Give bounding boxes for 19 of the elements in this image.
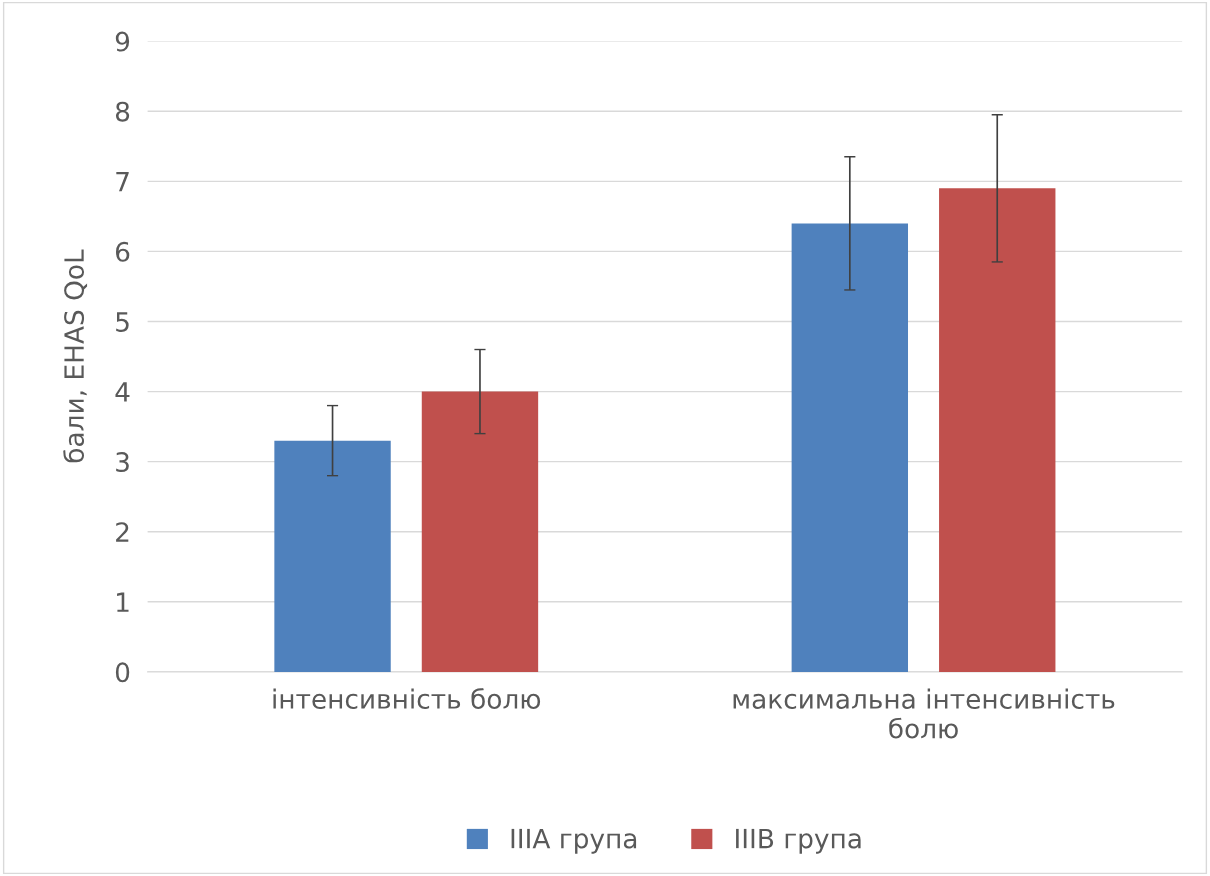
y-tick-label: 7 <box>116 172 129 192</box>
bar <box>939 188 1056 672</box>
x-tick-label: максимальна інтенсивність болю <box>733 688 1115 739</box>
x-tick-label: інтенсивність болю <box>273 688 541 709</box>
y-tick-label: 2 <box>116 522 129 542</box>
y-tick-label: 8 <box>115 101 130 122</box>
bar <box>421 391 539 672</box>
y-tick-label: 9 <box>115 31 130 52</box>
y-tick-label: 5 <box>116 312 129 332</box>
y-tick-label: 3 <box>116 452 129 473</box>
y-tick-label: 6 <box>116 241 130 262</box>
y-tick-label: 0 <box>115 662 130 683</box>
y-tick-label: 4 <box>115 382 130 402</box>
legend-label: IIIB група <box>736 828 861 854</box>
y-axis-title: бали, EHAS QoL <box>63 249 88 463</box>
y-tick-label: 1 <box>117 592 129 612</box>
bar <box>274 440 391 672</box>
legend-label: IIIA група <box>511 828 637 854</box>
bar <box>791 223 909 672</box>
